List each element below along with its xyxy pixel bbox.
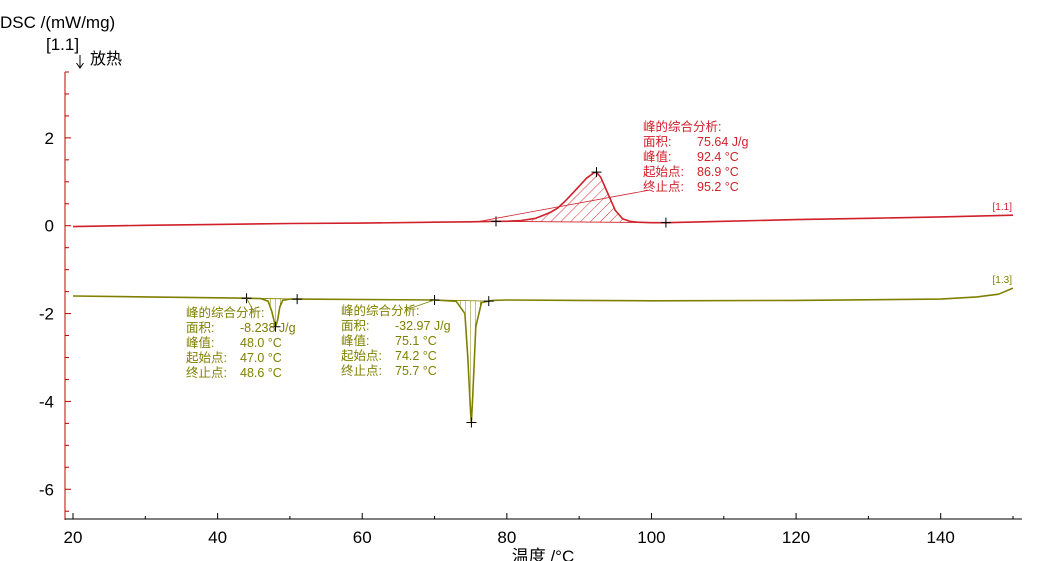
x-tick-label: 100	[637, 528, 665, 547]
series-line	[72, 287, 1014, 424]
annotation-leader-line	[477, 189, 651, 223]
peak-end-marker	[483, 296, 494, 307]
peak-annotation-value: 48.0 °C	[240, 336, 282, 350]
peak-annotation-label: 起始点:	[643, 165, 684, 179]
peak-start-marker	[241, 293, 252, 304]
series-tag: [1.3]	[993, 275, 1013, 286]
y-tick-label: -6	[39, 480, 54, 499]
peak-annotation-label: 面积:	[186, 321, 214, 335]
x-tick-label: 60	[353, 528, 372, 547]
peak-annotation-label: 终止点:	[186, 365, 227, 380]
peak-annotation-value: 86.9 °C	[697, 165, 739, 179]
y-tick-label: -2	[39, 305, 54, 324]
x-tick-label: 80	[497, 528, 516, 547]
x-tick-label: 40	[208, 528, 227, 547]
peak-annotation-value: 75.7 °C	[395, 364, 437, 378]
peak-top-marker	[270, 321, 281, 332]
peak-annotation-title: 峰的综合分析:	[643, 119, 721, 134]
peak-annotation-label: 终止点:	[643, 179, 684, 194]
peak-end-marker	[660, 217, 671, 228]
peak-annotation-label: 峰值:	[341, 333, 369, 348]
peak-top-marker	[591, 167, 602, 178]
peak-annotation-title: 峰的综合分析:	[341, 303, 419, 318]
peak-hatch-area	[496, 172, 666, 223]
peak-annotation-value: -8.238 J/g	[240, 321, 296, 335]
x-tick-label: 20	[64, 528, 83, 547]
peak-annotation-value: 74.2 °C	[395, 349, 437, 363]
peak-annotation-label: 峰值:	[643, 149, 671, 164]
annotation-leader-line	[404, 299, 435, 311]
y-tick-label: 2	[45, 129, 54, 148]
peak-annotation-label: 面积:	[341, 319, 369, 333]
peak-annotation-value: 92.4 °C	[697, 150, 739, 164]
peak-annotation-value: 48.6 °C	[240, 366, 282, 380]
y-tick-label: -4	[39, 392, 54, 411]
peak-annotation-value: 75.64 J/g	[697, 135, 748, 149]
peak-annotation: 峰的综合分析:面积: -32.97 J/g 峰值: 75.1 °C 起始点: 74.2 °…	[341, 303, 451, 378]
peak-annotation: 峰的综合分析:面积: 75.64 J/g 峰值: 92.4 °C 起始点: 86.9 °C…	[643, 119, 748, 194]
peak-hatch-area	[246, 298, 298, 327]
y-segment-tag: [1.1]	[46, 35, 79, 54]
x-tick-label: 140	[927, 528, 955, 547]
peak-annotation: 峰的综合分析:面积: -8.238 J/g 峰值: 48.0 °C 起始点: 47.0 °…	[186, 305, 296, 380]
y-tick-label: 0	[45, 217, 54, 236]
peak-annotation-label: 终止点:	[341, 363, 382, 378]
series-tag: [1.1]	[993, 202, 1013, 213]
peak-annotation-value: 75.1 °C	[395, 334, 437, 348]
peak-annotation-label: 面积:	[643, 135, 671, 149]
peak-annotation-value: 47.0 °C	[240, 351, 282, 365]
exo-arrow-icon	[76, 55, 84, 69]
x-axis-title: 温度 /°C	[512, 547, 575, 561]
y-axis-title: DSC /(mW/mg)	[0, 13, 115, 32]
peak-annotation-label: 起始点:	[186, 351, 227, 365]
peak-annotation-label: 起始点:	[341, 349, 382, 363]
peak-end-marker	[292, 294, 303, 305]
x-tick-label: 120	[782, 528, 810, 547]
peak-annotation-value: -32.97 J/g	[395, 319, 451, 333]
peak-top-marker	[466, 417, 477, 428]
peak-annotation-title: 峰的综合分析:	[186, 305, 264, 320]
peak-annotation-value: 95.2 °C	[697, 180, 739, 194]
annotation-leader-line	[246, 298, 255, 313]
exo-label: 放热	[90, 50, 122, 68]
peak-annotation-label: 峰值:	[186, 335, 214, 350]
